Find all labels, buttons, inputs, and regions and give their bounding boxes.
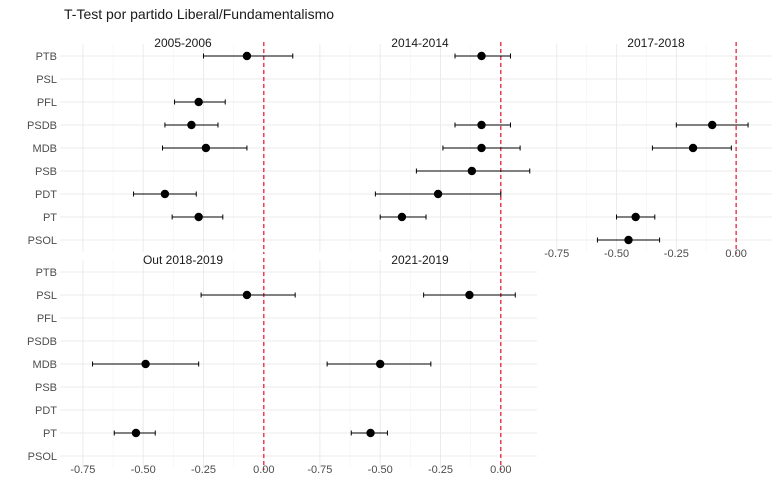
facet-label: 2005-2006 xyxy=(154,36,212,50)
y-tick-label: PSDB xyxy=(27,120,57,132)
data-point xyxy=(242,290,252,300)
x-tick-label: -0.25 xyxy=(664,248,689,260)
y-tick-label: PFL xyxy=(37,97,57,109)
y-tick-label: PSOL xyxy=(28,235,57,247)
y-tick-label: MDB xyxy=(33,359,57,371)
data-point xyxy=(187,120,196,130)
data-point xyxy=(465,290,474,300)
x-tick-label: -0.25 xyxy=(191,464,216,476)
x-tick-label: -0.50 xyxy=(131,464,156,476)
data-point xyxy=(131,428,141,438)
y-tick-label: PSB xyxy=(35,166,57,178)
y-tick-label: PSOL xyxy=(28,451,57,463)
y-tick-label: PDT xyxy=(35,405,57,417)
chart-title: T-Test por partido Liberal/Fundamentalis… xyxy=(64,6,335,22)
data-point xyxy=(397,212,407,222)
facet-label: Out 2018-2019 xyxy=(143,253,223,267)
y-tick-label: PTB xyxy=(36,267,57,279)
y-tick-label: PT xyxy=(43,212,57,224)
y-tick-label: PTB xyxy=(36,51,57,63)
data-point xyxy=(708,120,717,130)
facet-label: 2021-2019 xyxy=(391,253,449,267)
data-point xyxy=(477,143,486,153)
data-point xyxy=(477,120,486,130)
y-tick-label: PSL xyxy=(36,290,57,302)
data-point xyxy=(201,143,211,153)
data-point xyxy=(375,359,385,369)
data-point xyxy=(194,212,203,222)
data-point xyxy=(366,428,375,438)
x-tick-label: 0.00 xyxy=(490,464,511,476)
facet-label: 2014-2014 xyxy=(391,36,449,50)
data-point xyxy=(688,143,698,153)
data-point xyxy=(624,235,633,245)
x-tick-label: -0.75 xyxy=(307,464,332,476)
y-tick-label: PSDB xyxy=(27,336,57,348)
y-tick-label: PFL xyxy=(37,313,57,325)
x-tick-label: -0.75 xyxy=(70,464,95,476)
data-point xyxy=(631,212,640,222)
x-tick-label: 0.00 xyxy=(253,464,274,476)
x-tick-label: -0.75 xyxy=(544,248,569,260)
x-tick-label: -0.25 xyxy=(428,464,453,476)
x-tick-label: 0.00 xyxy=(725,248,746,260)
facet-label: 2017-2018 xyxy=(627,36,685,50)
data-point xyxy=(194,97,203,107)
data-point xyxy=(242,51,252,61)
y-tick-label: PDT xyxy=(35,189,57,201)
data-point xyxy=(433,189,443,199)
data-point xyxy=(160,189,170,199)
y-tick-label: PT xyxy=(43,428,57,440)
x-tick-label: -0.50 xyxy=(604,248,629,260)
y-tick-label: PSB xyxy=(35,382,57,394)
data-point xyxy=(467,166,477,176)
data-point xyxy=(477,51,486,61)
y-tick-label: PSL xyxy=(36,74,57,86)
y-tick-label: MDB xyxy=(33,143,57,155)
data-point xyxy=(141,359,150,369)
x-tick-label: -0.50 xyxy=(368,464,393,476)
